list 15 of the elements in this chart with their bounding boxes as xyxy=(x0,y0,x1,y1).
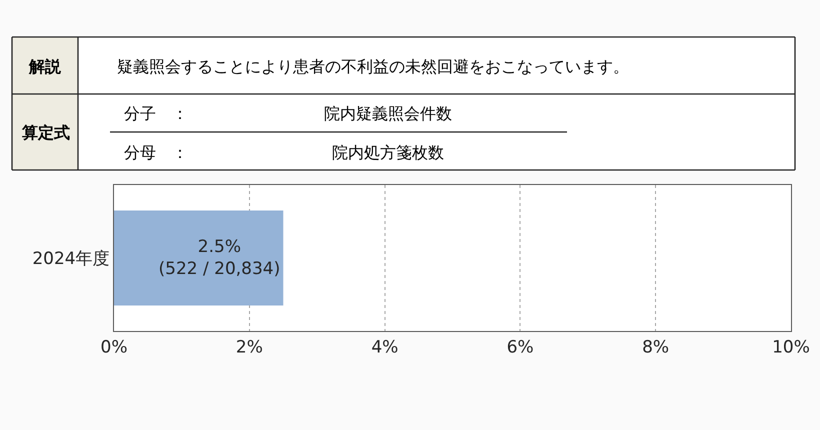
text: 院内処方箋枚数 xyxy=(332,143,444,162)
x-tick-label: 10% xyxy=(772,337,810,358)
y-tick-label: 2024年度 xyxy=(32,248,110,269)
x-tick-label: 0% xyxy=(100,337,128,358)
x-tick-label: 6% xyxy=(506,337,534,358)
x-tick-label: 2% xyxy=(236,337,263,358)
text: 分子 ： xyxy=(124,104,188,123)
text: 算定式 xyxy=(21,123,70,142)
text: 解説 xyxy=(28,57,62,76)
data-label: 2.5% (522 / 20,834) xyxy=(158,236,280,280)
text: 分母 ： xyxy=(124,143,188,162)
text: 院内疑義照会件数 xyxy=(324,104,452,123)
x-tick-label: 8% xyxy=(642,337,670,358)
text: 疑義照会することにより患者の不利益の未然回避をおこなっています。 xyxy=(117,57,629,76)
x-tick-label: 4% xyxy=(371,337,398,358)
